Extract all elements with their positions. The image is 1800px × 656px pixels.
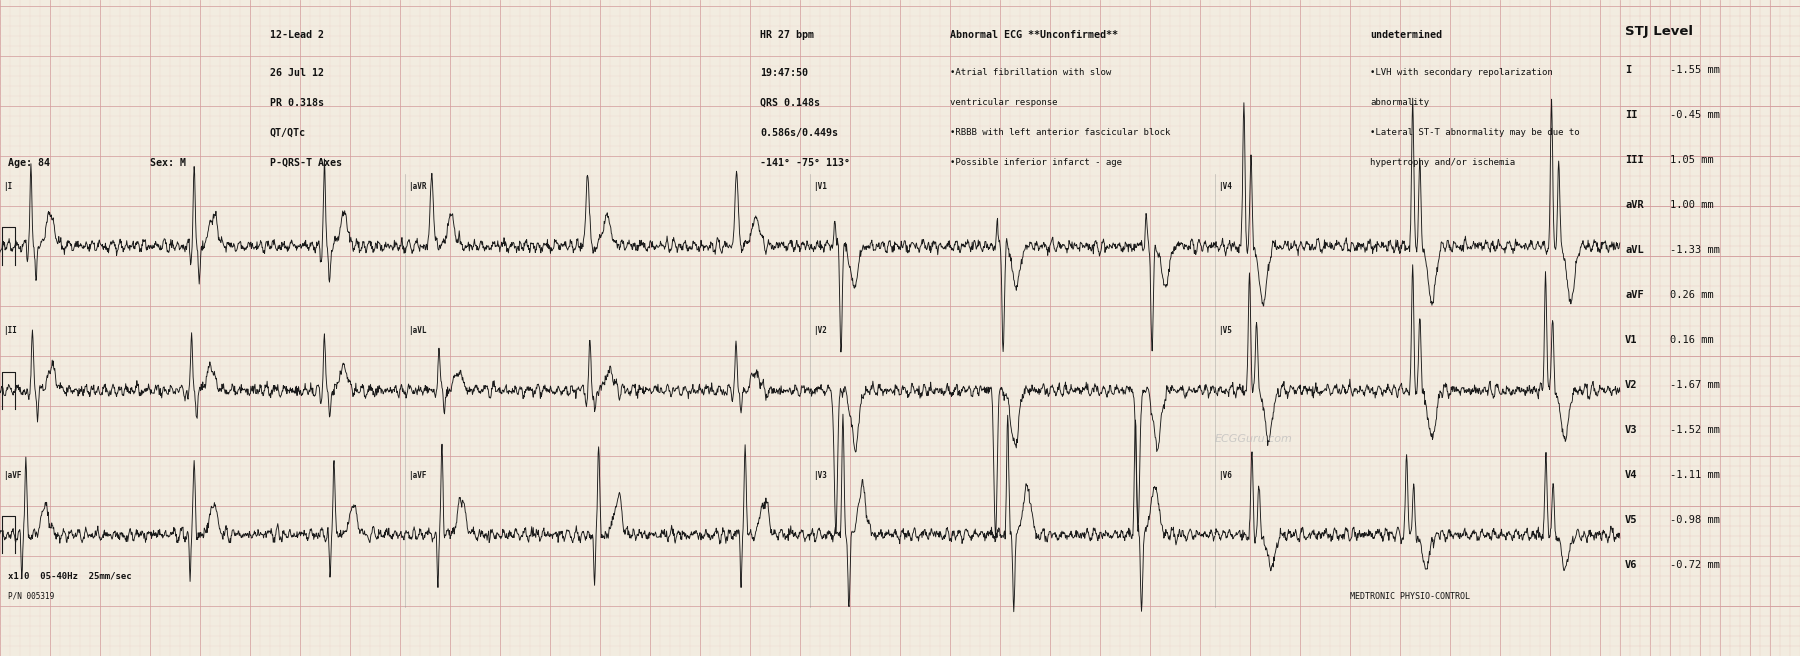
Text: •RBBB with left anterior fascicular block: •RBBB with left anterior fascicular bloc…: [950, 128, 1170, 137]
Text: V5: V5: [1625, 515, 1638, 525]
Text: HR 27 bpm: HR 27 bpm: [760, 30, 814, 40]
Text: •LVH with secondary repolarization: •LVH with secondary repolarization: [1370, 68, 1553, 77]
Text: |V3: |V3: [814, 471, 826, 480]
Text: 0.16 mm: 0.16 mm: [1670, 335, 1714, 345]
Text: ventricular response: ventricular response: [950, 98, 1058, 107]
Text: |V1: |V1: [814, 182, 826, 191]
Text: •Lateral ST-T abnormality may be due to: •Lateral ST-T abnormality may be due to: [1370, 128, 1580, 137]
Text: V1: V1: [1625, 335, 1638, 345]
Text: QT/QTc: QT/QTc: [270, 128, 306, 138]
Text: 0.26 mm: 0.26 mm: [1670, 290, 1714, 300]
Text: -0.98 mm: -0.98 mm: [1670, 515, 1721, 525]
Text: MEDTRONIC PHYSIO-CONTROL: MEDTRONIC PHYSIO-CONTROL: [1350, 592, 1471, 601]
Text: 0.586s/0.449s: 0.586s/0.449s: [760, 128, 839, 138]
Text: -1.67 mm: -1.67 mm: [1670, 380, 1721, 390]
Text: -1.33 mm: -1.33 mm: [1670, 245, 1721, 255]
Text: QRS 0.148s: QRS 0.148s: [760, 98, 821, 108]
Text: |aVF: |aVF: [4, 471, 22, 480]
Text: ECGGuru.com: ECGGuru.com: [1215, 434, 1292, 444]
Text: STJ Level: STJ Level: [1625, 25, 1694, 38]
Text: |II: |II: [4, 327, 16, 335]
Text: |I: |I: [4, 182, 13, 191]
Text: I: I: [1625, 65, 1631, 75]
Text: |V6: |V6: [1219, 471, 1231, 480]
Text: |V2: |V2: [814, 327, 826, 335]
Text: -141° -75° 113°: -141° -75° 113°: [760, 158, 850, 168]
Text: •Atrial fibrillation with slow: •Atrial fibrillation with slow: [950, 68, 1111, 77]
Text: V2: V2: [1625, 380, 1638, 390]
Text: undetermined: undetermined: [1370, 30, 1442, 40]
Text: |V5: |V5: [1219, 327, 1231, 335]
Text: -0.72 mm: -0.72 mm: [1670, 560, 1721, 570]
Text: P-QRS-T Axes: P-QRS-T Axes: [270, 158, 342, 168]
Text: PR 0.318s: PR 0.318s: [270, 98, 324, 108]
Text: -1.55 mm: -1.55 mm: [1670, 65, 1721, 75]
Text: V6: V6: [1625, 560, 1638, 570]
Text: -0.45 mm: -0.45 mm: [1670, 110, 1721, 120]
Text: 26 Jul 12: 26 Jul 12: [270, 68, 324, 78]
Text: Age: 84: Age: 84: [7, 158, 50, 168]
Text: aVR: aVR: [1625, 200, 1643, 210]
Text: |V4: |V4: [1219, 182, 1231, 191]
Text: P/N 005319: P/N 005319: [7, 592, 54, 601]
Text: Abnormal ECG **Unconfirmed**: Abnormal ECG **Unconfirmed**: [950, 30, 1118, 40]
Text: x1.0  05-40Hz  25mm/sec: x1.0 05-40Hz 25mm/sec: [7, 572, 131, 581]
Text: aVL: aVL: [1625, 245, 1643, 255]
Text: III: III: [1625, 155, 1643, 165]
Text: 19:47:50: 19:47:50: [760, 68, 808, 78]
Text: Sex: M: Sex: M: [149, 158, 185, 168]
Text: |aVF: |aVF: [409, 471, 427, 480]
Text: -1.52 mm: -1.52 mm: [1670, 425, 1721, 435]
Text: aVF: aVF: [1625, 290, 1643, 300]
Text: abnormality: abnormality: [1370, 98, 1429, 107]
Text: hypertrophy and/or ischemia: hypertrophy and/or ischemia: [1370, 158, 1516, 167]
Text: II: II: [1625, 110, 1638, 120]
Text: 1.05 mm: 1.05 mm: [1670, 155, 1714, 165]
Text: 12-Lead 2: 12-Lead 2: [270, 30, 324, 40]
Text: |aVR: |aVR: [409, 182, 427, 191]
Text: V3: V3: [1625, 425, 1638, 435]
Text: V4: V4: [1625, 470, 1638, 480]
Text: -1.11 mm: -1.11 mm: [1670, 470, 1721, 480]
Text: |aVL: |aVL: [409, 327, 427, 335]
Text: •Possible inferior infarct - age: •Possible inferior infarct - age: [950, 158, 1121, 167]
Text: 1.00 mm: 1.00 mm: [1670, 200, 1714, 210]
